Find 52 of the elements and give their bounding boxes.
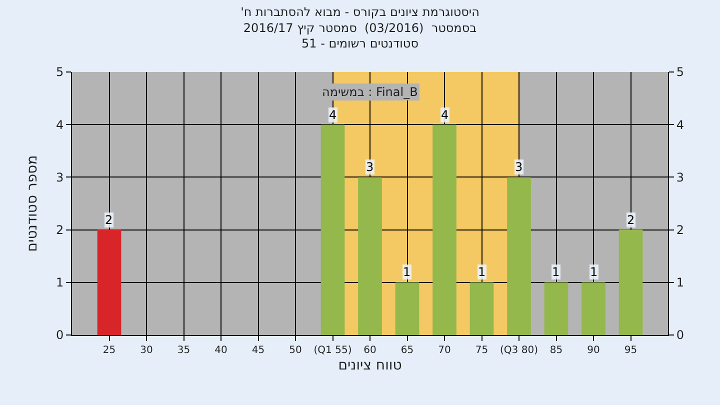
x-tick-label: 70 <box>438 345 451 356</box>
y-axis-title: מספר סטודנטים <box>24 155 41 252</box>
data-label: 2 <box>105 213 113 227</box>
data-label: 2 <box>627 213 635 227</box>
y2-tick-label: 4 <box>676 118 684 132</box>
x-tick-label: 45 <box>252 345 265 356</box>
x-tick-label: 85 <box>550 345 563 356</box>
x-tick-label: 60 <box>364 345 376 356</box>
y-tick-label: 1 <box>56 276 64 290</box>
bar <box>618 230 643 335</box>
y-tick-label: 4 <box>56 118 64 132</box>
x-tick-label: 90 <box>587 345 600 356</box>
y2-tick-label: 2 <box>676 223 684 237</box>
bar <box>97 230 122 335</box>
bar <box>507 177 531 335</box>
data-label: 1 <box>403 265 411 279</box>
y-tick-label: 3 <box>56 170 64 184</box>
y-tick-label: 0 <box>56 328 64 342</box>
y2-tick-label: 5 <box>676 65 684 80</box>
data-label: 1 <box>478 265 486 279</box>
data-label: 4 <box>441 108 449 122</box>
x-tick-label: 40 <box>214 345 228 356</box>
x-axis-title: טווח ציונים <box>338 357 402 374</box>
bar <box>470 282 494 335</box>
data-label: 4 <box>329 108 337 122</box>
data-label: 3 <box>366 160 374 174</box>
chart-title: 'היסטוגרמת ציונים בקורס - מבוא להסתברות ח <box>240 5 480 20</box>
x-tick-label: (Q3 80) <box>500 345 538 356</box>
bar <box>320 124 345 335</box>
y2-tick-label: 3 <box>676 170 684 184</box>
annotation: במשימה : Final_B <box>322 85 418 99</box>
y-tick-label: 5 <box>56 65 64 80</box>
data-label: 1 <box>552 265 560 279</box>
x-tick-label: 75 <box>475 345 488 356</box>
x-tick-label: 65 <box>400 345 414 356</box>
bar <box>582 282 606 335</box>
x-tick-label: 50 <box>289 345 302 356</box>
y2-tick-label: 0 <box>676 328 684 342</box>
x-tick-label: 30 <box>140 345 153 356</box>
data-label: 3 <box>515 160 523 174</box>
x-tick-label: 25 <box>102 345 116 356</box>
bar <box>432 124 456 335</box>
bar <box>395 282 420 335</box>
bar <box>544 282 568 335</box>
data-label: 1 <box>590 265 598 279</box>
y-tick-label: 2 <box>56 223 64 237</box>
bar <box>358 177 382 335</box>
x-tick-label: (Q1 55) <box>314 345 352 356</box>
y2-tick-label: 1 <box>676 276 684 290</box>
chart-subtitle: בסמסטר (03/2016) סמסטר קיץ 2016/17 סטודנטים רשומים - 51 <box>243 20 477 50</box>
x-tick-label: 35 <box>177 345 190 356</box>
x-tick-label: 95 <box>624 345 638 356</box>
